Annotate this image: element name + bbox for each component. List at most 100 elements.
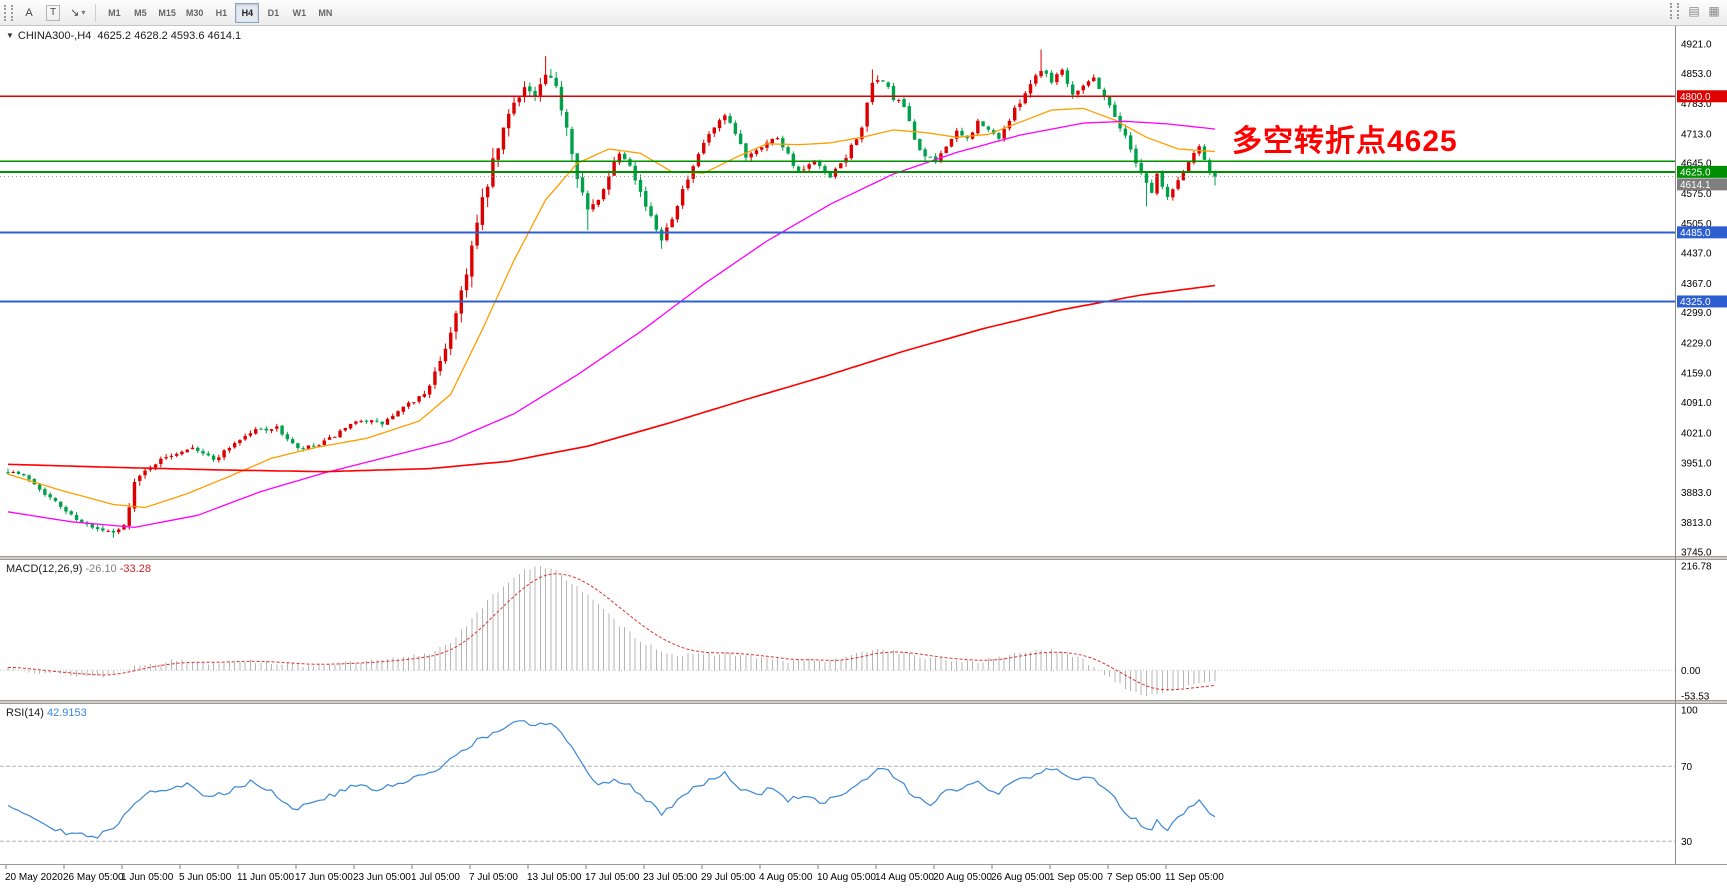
- svg-text:4713.0: 4713.0: [1681, 129, 1712, 140]
- toolbar-separator: [95, 3, 97, 22]
- panel-separator-1[interactable]: [0, 556, 1727, 560]
- svg-text:4299.0: 4299.0: [1681, 308, 1712, 319]
- timeframe-button-h1[interactable]: H1: [215, 7, 228, 18]
- price-label-box: [1677, 178, 1727, 191]
- price-label-box: [1677, 90, 1727, 103]
- svg-text:1 Jul 05:00: 1 Jul 05:00: [411, 872, 460, 883]
- svg-text:4783.0: 4783.0: [1681, 99, 1712, 110]
- timeframe-button-d1[interactable]: D1: [267, 7, 280, 18]
- toolbar-grip[interactable]: [4, 4, 13, 21]
- svg-text:3951.0: 3951.0: [1681, 459, 1712, 470]
- svg-text:3883.0: 3883.0: [1681, 488, 1712, 499]
- svg-text:4091.0: 4091.0: [1681, 398, 1712, 409]
- timeframe-button-m1[interactable]: M1: [108, 7, 121, 18]
- price-label-box: [1677, 165, 1727, 178]
- svg-text:5 Jun 05:00: 5 Jun 05:00: [179, 872, 232, 883]
- svg-text:4 Aug 05:00: 4 Aug 05:00: [759, 872, 813, 883]
- svg-text:-53.53: -53.53: [1681, 692, 1710, 703]
- one-click-trading-arrow[interactable]: ▼: [6, 31, 14, 40]
- svg-text:4021.0: 4021.0: [1681, 428, 1712, 439]
- svg-text:23 Jun 05:00: 23 Jun 05:00: [353, 872, 411, 883]
- macd-name: MACD(12,26,9): [6, 563, 83, 575]
- text-frame-icon: T: [46, 4, 61, 21]
- svg-text:13 Jul 05:00: 13 Jul 05:00: [527, 872, 582, 883]
- macd-indicator-label: MACD(12,26,9) -26.10 -33.28: [6, 563, 151, 575]
- ma-fast-line[interactable]: [7, 107, 1216, 509]
- svg-text:0.00: 0.00: [1681, 666, 1701, 677]
- drawing-tools-group: A T ↘ ▾: [17, 3, 90, 23]
- svg-text:23 Jul 05:00: 23 Jul 05:00: [643, 872, 698, 883]
- svg-text:26 May 05:00: 26 May 05:00: [63, 872, 124, 883]
- svg-text:11 Jun 05:00: 11 Jun 05:00: [237, 872, 295, 883]
- svg-text:4437.0: 4437.0: [1681, 249, 1712, 260]
- ma-slow-line[interactable]: [7, 284, 1216, 473]
- text-frame-tool-button[interactable]: T: [42, 3, 64, 23]
- svg-text:4229.0: 4229.0: [1681, 338, 1712, 349]
- rsi-panel[interactable]: 100 70 30: [0, 706, 1698, 848]
- rsi-line: [7, 720, 1216, 839]
- svg-text:4800.0: 4800.0: [1680, 92, 1711, 103]
- timeframe-button-w1[interactable]: W1: [292, 7, 307, 18]
- chart-svg[interactable]: 4921.0 4853.0 4783.0 4713.0 4645.0 4575.0 4505…: [0, 26, 1727, 890]
- price-label-box: [1677, 295, 1727, 308]
- macd-signal-line: [7, 573, 1216, 691]
- svg-text:3813.0: 3813.0: [1681, 518, 1712, 529]
- svg-text:10 Aug 05:00: 10 Aug 05:00: [817, 872, 876, 883]
- svg-text:20 May 2020: 20 May 2020: [5, 872, 63, 883]
- chart-area[interactable]: 4921.0 4853.0 4783.0 4713.0 4645.0 4575.0 4505…: [0, 26, 1727, 890]
- svg-text:4645.0: 4645.0: [1681, 159, 1712, 170]
- panel-separator-2[interactable]: [0, 700, 1727, 704]
- price-axis[interactable]: 4921.0 4853.0 4783.0 4713.0 4645.0 4575.0 4505…: [1677, 40, 1727, 559]
- macd-signal-value: -33.28: [119, 563, 151, 575]
- svg-text:14 Aug 05:00: 14 Aug 05:00: [875, 872, 934, 883]
- timeframe-button-mn[interactable]: MN: [318, 7, 333, 18]
- svg-text:30: 30: [1681, 837, 1693, 848]
- svg-text:1 Jun 05:00: 1 Jun 05:00: [121, 872, 174, 883]
- dropdown-caret-icon[interactable]: ▾: [81, 8, 86, 17]
- charts-toolbar-icon[interactable]: ▤: [1688, 4, 1700, 18]
- rsi-name: RSI(14): [6, 707, 44, 719]
- toolbar-right-group: ▤ ▦: [1666, 2, 1723, 20]
- price-label-box: [1677, 226, 1727, 239]
- svg-text:70: 70: [1681, 762, 1693, 773]
- toolbar-grip-right[interactable]: [1670, 3, 1679, 19]
- chart-symbol-period: CHINA300-,H4: [17, 30, 92, 42]
- toolbar: A T ↘ ▾ M1 M5 M15 M30 H1 H4 D1 W1 MN ▤ ▦: [0, 0, 1727, 26]
- svg-text:4625.0: 4625.0: [1680, 167, 1711, 178]
- svg-text:4505.0: 4505.0: [1681, 219, 1712, 230]
- svg-text:20 Aug 05:00: 20 Aug 05:00: [933, 872, 992, 883]
- time-axis[interactable]: 20 May 2020 26 May 05:001 Jun 05:00 5 Jun …: [5, 865, 1224, 883]
- timeframe-button-m15[interactable]: M15: [158, 7, 176, 18]
- rsi-indicator-label: RSI(14) 42.9153: [6, 707, 87, 719]
- svg-text:4159.0: 4159.0: [1681, 369, 1712, 380]
- svg-text:26 Aug 05:00: 26 Aug 05:00: [991, 872, 1050, 883]
- svg-text:4614.1: 4614.1: [1680, 180, 1711, 191]
- timeframe-button-m5[interactable]: M5: [134, 7, 147, 18]
- svg-text:100: 100: [1681, 706, 1698, 717]
- svg-text:3745.0: 3745.0: [1681, 548, 1712, 559]
- ma-mid-line[interactable]: [7, 120, 1216, 529]
- svg-text:4325.0: 4325.0: [1680, 297, 1711, 308]
- text-label-tool-button[interactable]: A: [18, 3, 40, 23]
- chart-text-annotation[interactable]: 多空转折点4625: [1232, 125, 1458, 158]
- svg-text:29 Jul 05:00: 29 Jul 05:00: [701, 872, 756, 883]
- svg-text:17 Jun 05:00: 17 Jun 05:00: [295, 872, 353, 883]
- svg-text:1 Sep 05:00: 1 Sep 05:00: [1049, 872, 1103, 883]
- svg-text:7 Jul 05:00: 7 Jul 05:00: [469, 872, 518, 883]
- macd-panel[interactable]: 216.78 0.00 -53.53: [0, 562, 1712, 703]
- timeframe-button-m30[interactable]: M30: [185, 7, 204, 18]
- timeframes-group: M1 M5 M15 M30 H1 H4 D1 W1 MN: [101, 2, 338, 23]
- candles-group: [6, 49, 1217, 538]
- chart-ohlc-values: 4625.2 4628.2 4593.6 4614.1: [97, 30, 242, 42]
- arrow-objects-icon: ↘: [70, 7, 80, 19]
- svg-text:216.78: 216.78: [1681, 562, 1712, 573]
- timeframe-button-h4[interactable]: H4: [235, 2, 260, 23]
- arrow-objects-tool-button[interactable]: ↘ ▾: [66, 3, 89, 23]
- svg-text:4485.0: 4485.0: [1680, 228, 1711, 239]
- svg-text:17 Jul 05:00: 17 Jul 05:00: [585, 872, 640, 883]
- text-label-icon: A: [25, 6, 33, 19]
- svg-text:4921.0: 4921.0: [1681, 40, 1712, 51]
- rsi-value: 42.9153: [46, 707, 87, 719]
- windows-toolbar-icon[interactable]: ▦: [1708, 4, 1720, 18]
- svg-text:7 Sep 05:00: 7 Sep 05:00: [1107, 872, 1161, 883]
